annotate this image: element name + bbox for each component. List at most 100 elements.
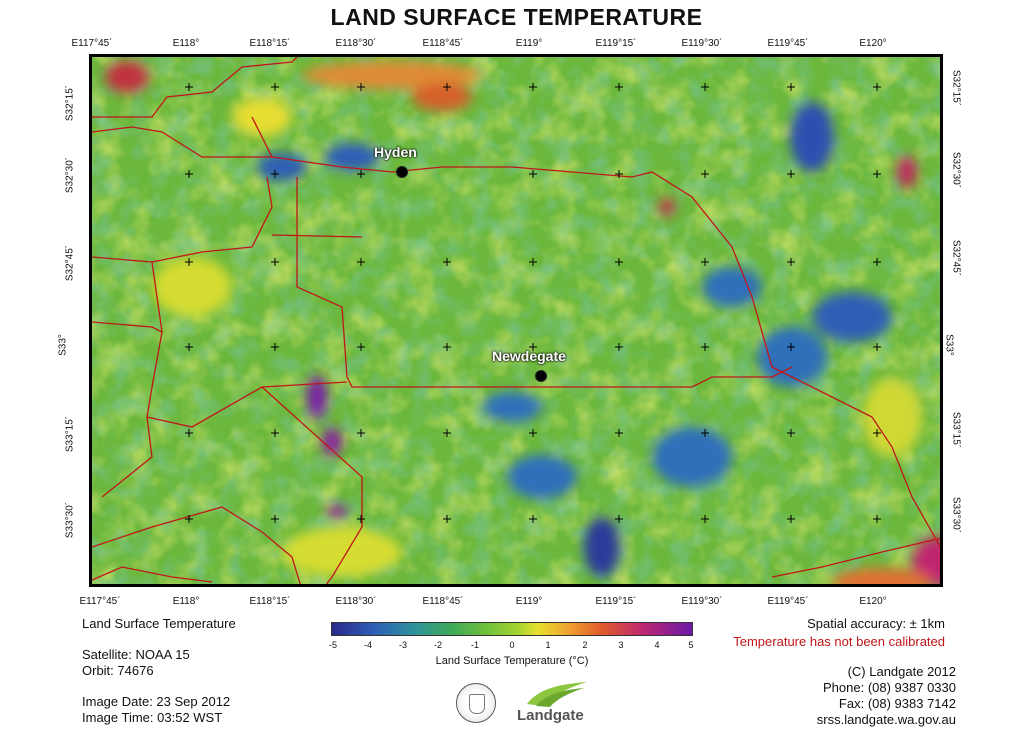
warm-area [302,61,482,89]
boundary-line [92,321,163,333]
lon-tick-bottom: E118°15´ [249,596,291,607]
legend-tick: -5 [328,640,338,650]
cool-area [652,427,732,487]
lon-tick-bottom: E117°45´ [79,596,121,607]
lat-tick-right: S32°30´ [950,151,962,189]
temperature-map-canvas [92,57,940,584]
legend-tick: 0 [509,640,515,650]
cool-area [324,143,380,171]
lon-tick-bottom: E119° [515,596,543,607]
legend-tick: -4 [363,640,373,650]
legend-tick: -2 [433,640,443,650]
lat-tick-right: S32°15´ [950,69,962,107]
temperature-anomalies [105,61,940,584]
website[interactable]: srss.landgate.wa.gov.au [816,712,956,727]
hot-spot [322,428,342,456]
legend-title: Land Surface Temperature (°C) [435,655,589,667]
lon-tick-bottom: E118°45´ [422,596,464,607]
hot-spot [327,505,347,519]
graticule-crosses [185,83,881,523]
newdegate-marker[interactable] [535,370,547,382]
temperature-map [89,54,943,587]
newdegate-label: Newdegate [492,348,566,364]
neutral-area [232,97,292,137]
neutral-area [282,527,402,577]
legend-tick: -3 [398,640,408,650]
boundary-line [101,416,153,498]
shire-boundaries [92,57,940,584]
fax: Fax: (08) 9383 7142 [838,696,956,711]
boundary-line [92,566,213,583]
graticule-row [185,258,881,266]
calibration-note: Temperature has not been calibrated [733,634,945,649]
hyden-label: Hyden [374,144,417,160]
satellite-info: Satellite: NOAA 15 [82,647,190,662]
lat-tick-right: S33°30´ [950,496,962,534]
lon-tick-bottom: E118° [172,596,200,607]
neutral-area [152,257,232,317]
lat-tick-left: S32°45´ [64,244,76,282]
lon-tick-bottom: E119°30´ [681,596,723,607]
warm-area [412,83,472,111]
boundary-line [261,386,363,584]
graticule-row [185,170,881,178]
landgate-logo-text: Landgate [517,707,584,724]
graticule-row [185,343,881,351]
cool-area [757,327,827,387]
lon-tick-top: E120° [859,38,887,49]
graticule-row [185,83,881,91]
hot-spot [307,375,327,419]
boundary-line [92,176,273,263]
hot-spot [912,537,940,584]
lon-tick-top: E119°45´ [767,38,809,49]
graticule-row [185,429,881,437]
government-crest-icon [456,683,496,723]
hot-spot [105,61,149,93]
warm-area [832,568,932,584]
product-name: Land Surface Temperature [82,616,236,631]
hot-spot [897,156,917,188]
hyden-marker[interactable] [396,166,408,178]
lat-tick-right: S33° [943,334,955,356]
legend-tick: 3 [618,640,624,650]
cool-area [812,292,892,342]
spatial-accuracy: Spatial accuracy: ± 1km [807,616,945,631]
lon-tick-top: E118° [172,38,200,49]
lon-tick-top: E119°15´ [595,38,637,49]
boundary-line [271,234,363,238]
lat-tick-left: S33°15´ [64,415,76,453]
boundary-line [92,57,298,118]
legend-tick: 5 [688,640,694,650]
cool-area [790,102,834,172]
legend-tick: -1 [470,640,480,650]
boundary-line [771,537,940,578]
phone: Phone: (08) 9387 0330 [823,680,956,695]
cool-area [507,455,577,499]
lon-tick-bottom: E120° [859,596,887,607]
landgate-leaf-icon [527,682,587,707]
legend-tick: 4 [654,640,660,650]
lon-tick-top: E118°45´ [422,38,464,49]
legend-tick: 1 [545,640,551,650]
cool-area [482,392,542,422]
lon-tick-top: E119° [515,38,543,49]
lat-tick-left: S32°15´ [64,84,76,122]
lon-tick-bottom: E118°30´ [335,596,377,607]
legend-tick: 2 [582,640,588,650]
lon-tick-top: E118°30´ [335,38,377,49]
lon-tick-bottom: E119°45´ [767,596,809,607]
boundary-line [296,177,793,388]
boundary-line [251,116,273,158]
lat-tick-right: S32°45´ [950,239,962,277]
lat-tick-left: S32°30´ [64,156,76,194]
boundary-line [92,126,940,548]
boundary-line [92,506,301,584]
cool-area [702,267,762,307]
image-time: Image Time: 03:52 WST [82,710,223,725]
lon-tick-top: E119°30´ [681,38,723,49]
lat-tick-right: S33°15´ [950,411,962,449]
lon-tick-top: E117°45´ [71,38,113,49]
leaf-shape [536,688,584,707]
image-date: Image Date: 23 Sep 2012 [82,694,231,709]
map-title: LAND SURFACE TEMPERATURE [330,4,703,30]
